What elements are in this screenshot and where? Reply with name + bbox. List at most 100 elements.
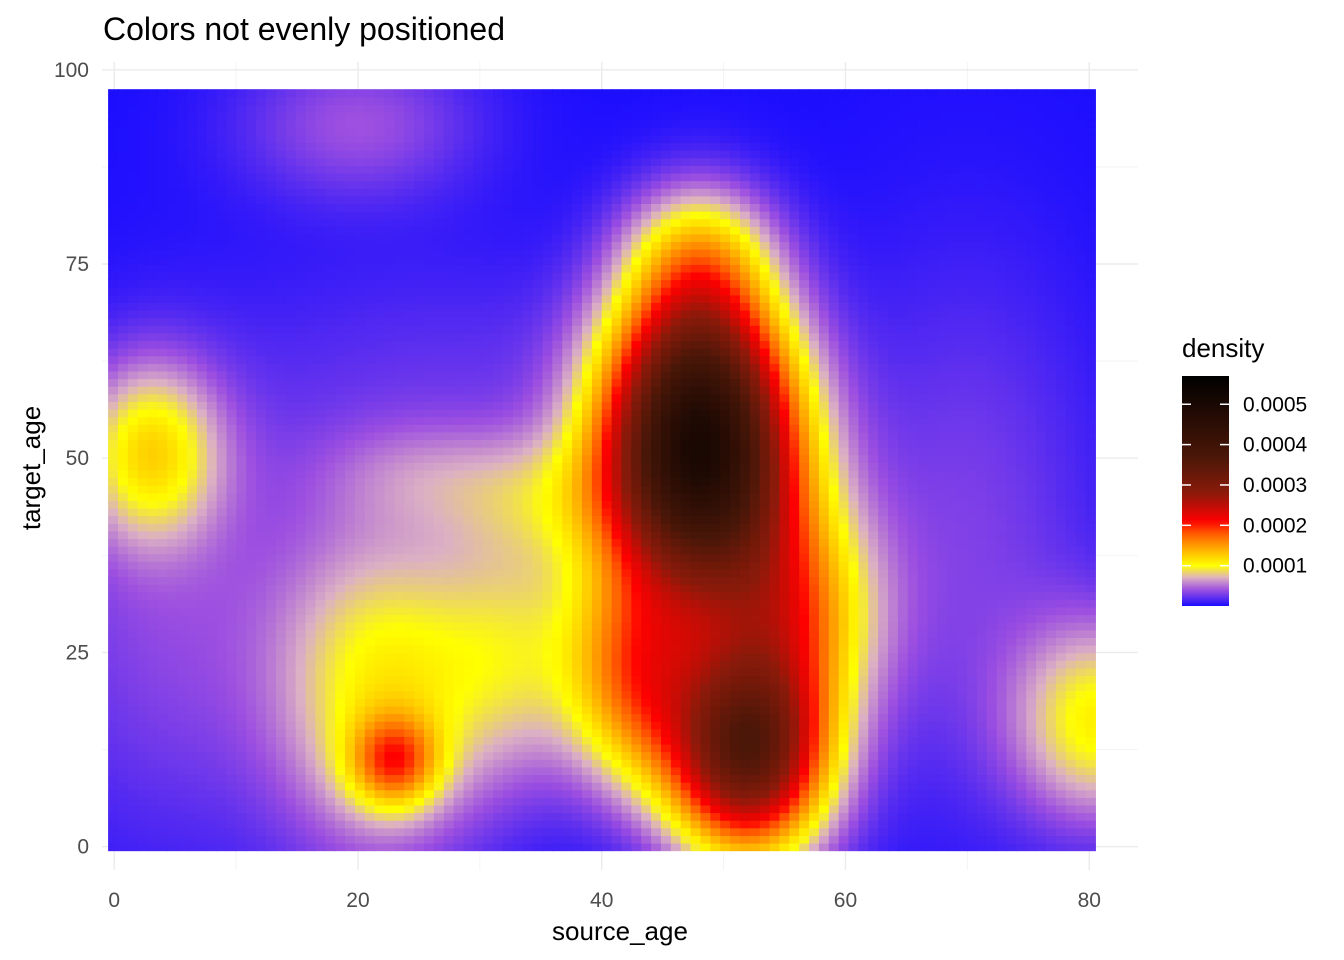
heatmap-tile <box>739 736 751 745</box>
heatmap-tile <box>196 622 208 631</box>
heatmap-tile <box>394 751 405 760</box>
heatmap-tile <box>809 561 820 570</box>
heatmap-tile <box>266 789 277 798</box>
heatmap-tile <box>611 683 623 692</box>
heatmap-tile <box>295 782 307 791</box>
heatmap-tile <box>187 812 198 821</box>
heatmap-tile <box>512 576 524 585</box>
heatmap-tile <box>739 492 751 501</box>
heatmap-tile <box>769 507 781 517</box>
heatmap-tile <box>493 804 504 814</box>
heatmap-tile <box>838 469 850 479</box>
heatmap-tile <box>137 797 149 806</box>
heatmap-tile <box>167 728 178 737</box>
heatmap-tile <box>285 721 297 730</box>
heatmap-tile <box>660 683 672 692</box>
heatmap-tile <box>493 736 504 745</box>
heatmap-tile <box>414 660 425 669</box>
heatmap-tile <box>660 736 672 745</box>
heatmap-tile <box>641 667 652 677</box>
heatmap-tile <box>947 782 958 791</box>
heatmap-tile <box>196 485 208 494</box>
heatmap-tile <box>236 637 247 646</box>
heatmap-tile <box>897 789 909 798</box>
heatmap-tile <box>414 622 425 631</box>
heatmap-tile <box>394 637 405 646</box>
heatmap-tile <box>858 469 869 479</box>
heatmap-tile <box>256 683 267 692</box>
heatmap-tile <box>424 698 435 707</box>
heatmap-tile <box>759 523 771 532</box>
heatmap-tile <box>591 568 603 578</box>
heatmap-tile <box>868 774 879 783</box>
heatmap-tile <box>157 797 168 806</box>
heatmap-tile <box>522 637 534 646</box>
heatmap-tile <box>177 721 188 730</box>
heatmap-tile <box>660 614 672 623</box>
heatmap-tile <box>137 584 149 593</box>
heatmap-tile <box>147 645 159 654</box>
heatmap-tile <box>848 774 859 783</box>
heatmap-tile <box>275 538 287 547</box>
heatmap-tile <box>690 743 702 753</box>
heatmap-tile <box>364 637 376 646</box>
heatmap-tile <box>848 751 859 760</box>
heatmap-tile <box>206 492 218 501</box>
heatmap-tile <box>522 751 534 760</box>
heatmap-tile <box>246 683 257 692</box>
heatmap-tile <box>256 546 267 555</box>
heatmap-tile <box>809 766 820 776</box>
heatmap-tile <box>739 728 751 737</box>
heatmap-tile <box>868 485 879 494</box>
heatmap-tile <box>354 759 366 768</box>
heatmap-tile <box>246 812 257 821</box>
heatmap-tile <box>404 629 415 638</box>
heatmap-tile <box>483 523 494 532</box>
heatmap-tile <box>108 652 119 661</box>
heatmap-tile <box>878 751 889 760</box>
heatmap-tile <box>108 584 119 593</box>
heatmap-tile <box>493 683 504 692</box>
heatmap-tile <box>641 622 652 631</box>
heatmap-tile <box>522 743 534 753</box>
heatmap-tile <box>1075 606 1087 616</box>
heatmap-tile <box>858 774 869 783</box>
heatmap-tile <box>1075 774 1087 783</box>
heatmap-tile <box>828 652 840 661</box>
heatmap-tile <box>502 645 514 654</box>
heatmap-tile <box>1036 538 1047 547</box>
heatmap-tile <box>858 804 869 814</box>
heatmap-tile <box>1065 530 1077 540</box>
heatmap-tile <box>858 591 869 600</box>
heatmap-tile <box>552 622 563 631</box>
heatmap-tile <box>147 530 159 540</box>
heatmap-tile <box>246 690 257 699</box>
heatmap-tile <box>295 599 307 608</box>
heatmap-tile <box>345 721 356 730</box>
heatmap-tile <box>1016 492 1027 501</box>
heatmap-tile <box>670 774 682 783</box>
heatmap-tile <box>512 766 524 776</box>
heatmap-tile <box>739 606 751 616</box>
heatmap-tile <box>591 523 603 532</box>
heatmap-tile <box>424 576 435 585</box>
heatmap-tile <box>591 820 603 829</box>
heatmap-tile <box>720 743 731 753</box>
heatmap-tile <box>601 797 613 806</box>
heatmap-tile <box>256 713 267 722</box>
heatmap-tile <box>562 797 573 806</box>
heatmap-tile <box>1085 736 1096 745</box>
heatmap-tile <box>1026 515 1037 524</box>
heatmap-tile <box>700 789 711 798</box>
heatmap-tile <box>424 523 435 532</box>
heatmap-tile <box>670 797 682 806</box>
heatmap-tile <box>1036 523 1047 532</box>
heatmap-tile <box>345 591 356 600</box>
heatmap-tile <box>927 759 938 768</box>
heatmap-tile <box>1016 766 1027 776</box>
heatmap-tile <box>157 645 168 654</box>
heatmap-tile <box>739 751 751 760</box>
heatmap-tile <box>433 683 445 692</box>
heatmap-tile <box>453 538 465 547</box>
heatmap-tile <box>147 622 159 631</box>
